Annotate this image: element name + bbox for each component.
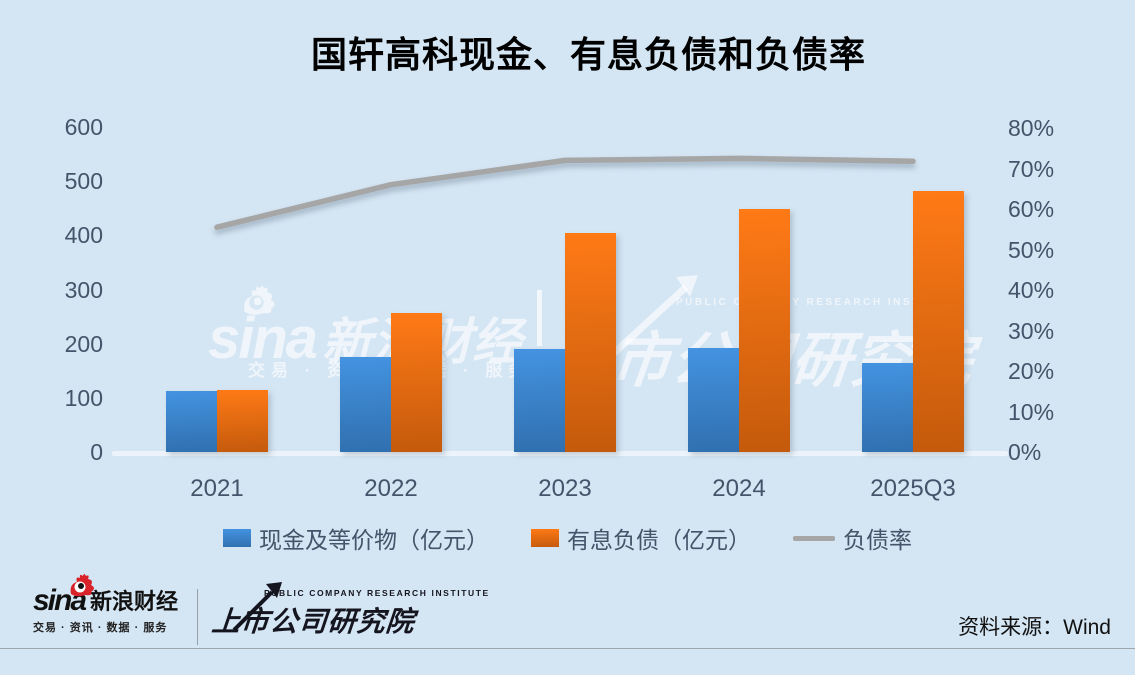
right-axis-tick: 60% [1008, 196, 1055, 222]
legend-item-cash: 现金及等价物（亿元） [223, 521, 489, 555]
bar-debt [739, 209, 790, 452]
sina-watermark-text: sina [208, 306, 318, 371]
x-axis-label: 2022 [364, 475, 418, 502]
footer-rule [0, 648, 1135, 649]
bar-cash [166, 390, 217, 452]
institute-logo: PUBLIC COMPANY RESEARCH INSTITUTE 上市公司研究… [210, 582, 490, 640]
sina-flame-watermark-icon [244, 285, 275, 315]
x-axis-label: 2024 [712, 475, 766, 502]
right-axis-tick: 80% [1008, 115, 1055, 141]
legend-item-debt: 有息负债（亿元） [531, 521, 751, 555]
right-axis-tick: 70% [1008, 155, 1055, 182]
right-axis-tick: 50% [1008, 236, 1055, 263]
legend-swatch-ratio [793, 535, 835, 541]
debt-ratio-line [214, 155, 916, 230]
left-axis-tick: 0 [90, 439, 103, 465]
bar-cash [862, 363, 913, 452]
legend-label-ratio: 负债率 [843, 528, 912, 553]
right-axis-tick: 40% [1008, 277, 1055, 303]
sina-tagline: 交易 · 资讯 · 数据 · 服务 [33, 622, 168, 634]
left-axis-tick: 300 [64, 276, 103, 303]
bar-cash [688, 348, 739, 452]
institute-subtitle: PUBLIC COMPANY RESEARCH INSTITUTE [264, 588, 490, 598]
left-axis-tick: 600 [64, 114, 103, 140]
footer-logo-divider [197, 589, 198, 645]
right-axis-tick: 10% [1008, 398, 1055, 425]
right-axis-tick: 20% [1008, 358, 1055, 384]
bar-cash [514, 349, 565, 452]
legend-label-debt: 有息负债（亿元） [567, 528, 751, 553]
chart-title: 国轩高科现金、有息负债和负债率 [310, 34, 866, 75]
sina-logo: sina 新浪财经 交易 · 资讯 · 数据 · 服务 [33, 574, 193, 635]
bar-debt [913, 191, 964, 452]
legend-label-cash: 现金及等价物（亿元） [259, 528, 489, 553]
right-axis-tick: 30% [1008, 317, 1055, 344]
institute-arrow-watermark-icon [611, 275, 698, 356]
x-axis-label: 2023 [538, 475, 592, 502]
sina-brand-name: 新浪财经 [90, 589, 179, 614]
left-axis-tick: 500 [64, 168, 103, 195]
legend-swatch-cash [223, 529, 251, 547]
institute-name: 上市公司研究院 [210, 606, 417, 637]
institute-arrow-icon [232, 582, 282, 632]
bar-debt [391, 312, 442, 452]
institute-subtitle-watermark: PUBLIC COMPANY RESEARCH INSTITUTE [676, 297, 963, 308]
sina-eye-icon [70, 574, 94, 597]
x-axis-label: 2025Q3 [870, 475, 956, 502]
left-axis-tick: 400 [64, 222, 103, 249]
legend-swatch-debt [531, 529, 559, 547]
right-axis-tick: 0% [1008, 439, 1042, 465]
legend: 现金及等价物（亿元） 有息负债（亿元） 负债率 [0, 521, 1135, 555]
data-source: 资料来源：Wind [958, 616, 1111, 639]
left-axis-tick: 100 [64, 384, 103, 411]
bar-debt [217, 389, 268, 452]
bar-debt [565, 232, 616, 452]
x-axis-label: 2021 [190, 475, 244, 502]
legend-item-ratio: 负债率 [793, 521, 912, 555]
left-axis-tick: 200 [64, 330, 103, 357]
x-axis-baseline [112, 451, 1008, 456]
bar-cash [340, 357, 391, 452]
watermark-divider [537, 290, 542, 346]
